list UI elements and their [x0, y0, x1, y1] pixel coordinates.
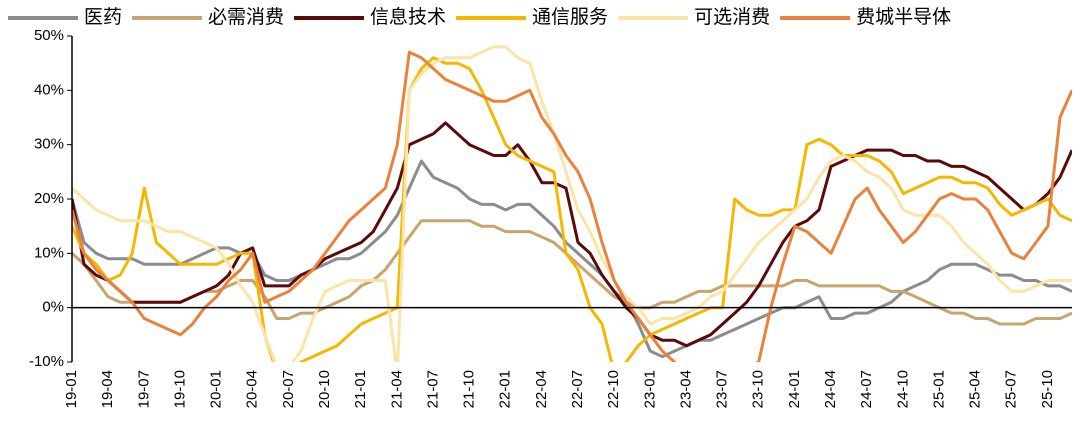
y-tick-label: 50% — [34, 27, 64, 44]
y-tick-label: 10% — [34, 244, 64, 261]
series-line — [72, 121, 1072, 348]
x-tick-label: 25-04 — [967, 370, 984, 408]
x-tick-label: 23-01 — [641, 370, 658, 408]
x-tick-label: 22-10 — [605, 370, 622, 408]
x-tick-label: 23-04 — [677, 370, 694, 408]
x-tick-label: 19-04 — [99, 370, 116, 408]
x-tick-label: 20-01 — [208, 370, 225, 408]
y-tick-label: 30% — [34, 136, 64, 153]
legend-label: 必需消费 — [208, 6, 284, 28]
x-tick-label: 24-04 — [822, 370, 839, 408]
y-tick-label: 0% — [42, 299, 64, 316]
y-tick-label: 20% — [34, 190, 64, 207]
x-tick-label: 25-07 — [1003, 370, 1020, 408]
x-tick-label: 21-01 — [352, 370, 369, 408]
x-tick-label: 22-04 — [533, 370, 550, 408]
legend-label: 医药 — [84, 6, 122, 28]
x-tick-label: 25-10 — [1039, 370, 1056, 408]
x-tick-label: 24-01 — [786, 370, 803, 408]
x-tick-label: 25-01 — [930, 370, 947, 408]
series-line — [72, 45, 1072, 362]
x-tick-label: 21-04 — [388, 370, 405, 408]
legend-label: 通信服务 — [532, 6, 608, 28]
series-line — [72, 56, 1072, 362]
x-tick-label: 19-10 — [171, 370, 188, 408]
x-tick-label: 24-07 — [858, 370, 875, 408]
legend-label: 信息技术 — [370, 6, 446, 28]
x-tick-label: 23-07 — [714, 370, 731, 408]
legend-label: 可选消费 — [694, 6, 770, 28]
y-tick-label: 40% — [34, 81, 64, 98]
series-line — [72, 50, 1072, 362]
x-tick-label: 19-01 — [63, 370, 80, 408]
series-line — [72, 219, 1072, 326]
series-line — [72, 159, 1072, 359]
y-tick-label: -10% — [29, 353, 64, 370]
x-tick-label: 20-10 — [316, 370, 333, 408]
x-tick-label: 20-07 — [280, 370, 297, 408]
x-tick-label: 23-10 — [750, 370, 767, 408]
x-tick-label: 21-07 — [424, 370, 441, 408]
legend-label: 费城半导体 — [856, 6, 951, 28]
x-tick-label: 19-07 — [135, 370, 152, 408]
x-tick-label: 21-10 — [461, 370, 478, 408]
plot-area — [72, 45, 1072, 362]
x-tick-label: 24-10 — [894, 370, 911, 408]
x-tick-label: 22-01 — [497, 370, 514, 408]
x-tick-label: 20-04 — [244, 370, 261, 408]
x-tick-label: 22-07 — [569, 370, 586, 408]
